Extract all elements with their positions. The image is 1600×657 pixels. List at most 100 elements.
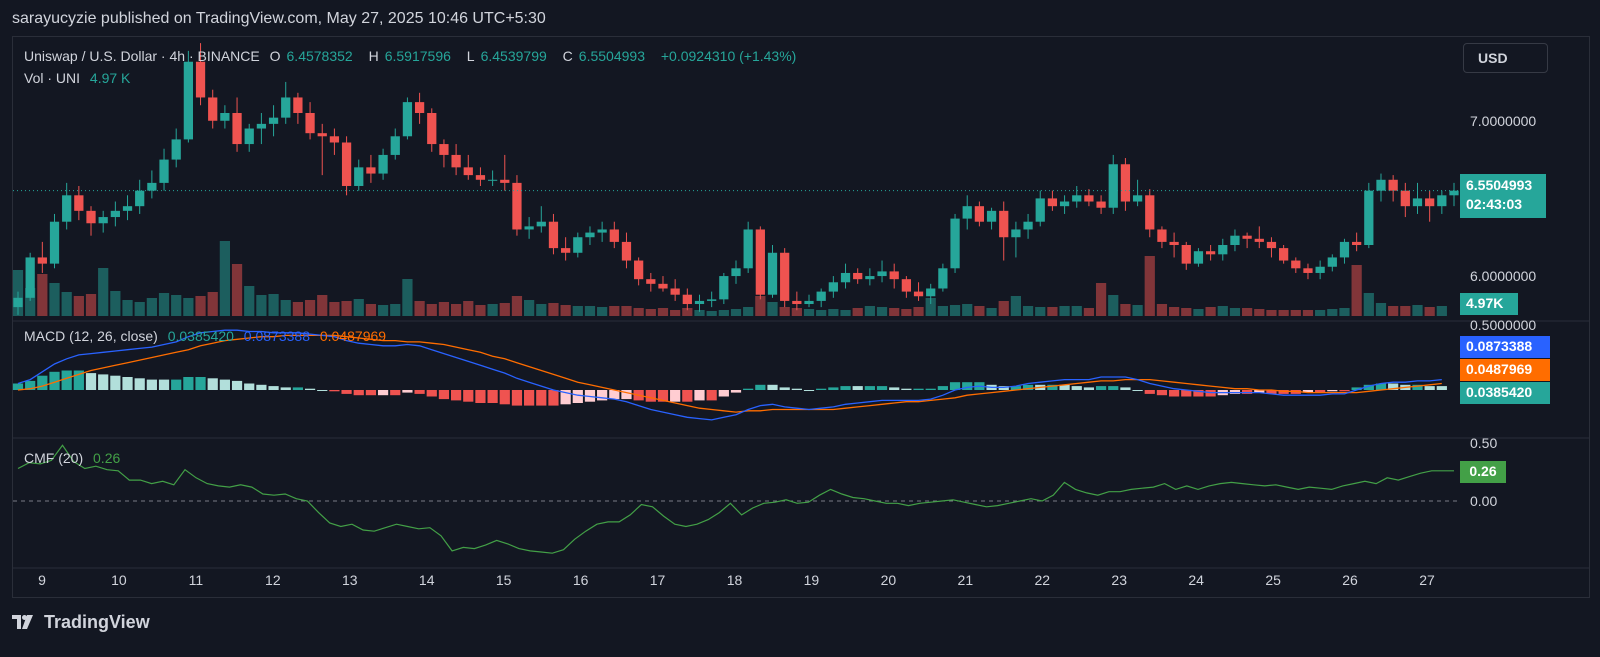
- volume-bar: [1059, 306, 1070, 316]
- candle-body: [828, 282, 838, 292]
- volume-bar: [511, 296, 523, 316]
- macd-hist-bar: [1315, 390, 1326, 393]
- volume-bar: [901, 309, 912, 316]
- volume-bar: [122, 300, 133, 316]
- chart-frame[interactable]: [12, 36, 1590, 598]
- volume-bar: [1436, 306, 1447, 316]
- volume-bar: [913, 307, 924, 316]
- volume-bar: [584, 306, 596, 316]
- volume-badge: 4.97K: [1460, 293, 1518, 315]
- volume-bar: [1193, 309, 1204, 316]
- volume-bar: [268, 294, 279, 316]
- volume-bar: [1144, 256, 1155, 316]
- candle-body: [682, 294, 692, 305]
- volume-bar: [998, 301, 1009, 316]
- candle-body: [463, 167, 473, 176]
- volume-bar: [341, 301, 352, 316]
- candle-body: [500, 179, 510, 183]
- candle-body: [1218, 245, 1228, 255]
- macd-hist-bar: [1059, 384, 1070, 390]
- candle-body: [1412, 198, 1423, 207]
- macd-hist-bar: [840, 386, 851, 390]
- candle-body: [256, 123, 267, 129]
- volume-bar: [876, 307, 888, 316]
- macd-hist-bar: [718, 390, 729, 397]
- volume-bar: [487, 304, 498, 316]
- candle-body: [1425, 198, 1435, 207]
- macd-hist-bar: [134, 378, 145, 390]
- symbol-title[interactable]: Uniswap / U.S. Dollar · 4h · BINANCE: [24, 48, 260, 64]
- macd-hist-bar: [402, 390, 413, 393]
- macd-hist-bar: [61, 370, 72, 390]
- candle-body: [122, 206, 133, 211]
- volume-bar: [171, 295, 182, 316]
- candle-body: [853, 272, 863, 280]
- macd-hist-bar: [1302, 390, 1314, 393]
- volume-bar: [1242, 308, 1253, 316]
- volume-bar: [755, 296, 766, 316]
- macd-hist-bar: [1436, 386, 1447, 390]
- volume-bar: [962, 304, 973, 316]
- macd-hist-bar: [12, 383, 24, 390]
- macd-label[interactable]: MACD (12, 26, close): [24, 328, 158, 344]
- countdown-text: 02:43:03: [1466, 196, 1523, 212]
- macd-hist-bar: [158, 379, 170, 390]
- candle-body: [1023, 221, 1033, 230]
- candle-body: [707, 299, 717, 301]
- candle-body: [999, 210, 1009, 238]
- volume-bar: [925, 298, 936, 316]
- candle-body: [268, 117, 279, 124]
- volume-bar: [767, 302, 778, 316]
- volume-bar: [1315, 310, 1326, 316]
- time-tick-label: 26: [1342, 572, 1358, 588]
- macd-hist-bar: [597, 390, 608, 401]
- macd-hist-bar: [353, 390, 364, 396]
- candle-body: [390, 136, 400, 155]
- candle-body: [1157, 229, 1167, 242]
- volume-bar: [889, 308, 900, 316]
- macd-hist-bar: [1168, 390, 1180, 397]
- volume-bar: [195, 296, 206, 316]
- candle-body: [694, 300, 705, 305]
- volume-bar: [317, 295, 328, 316]
- volume-bar: [1412, 305, 1423, 316]
- volume-bar: [183, 298, 194, 316]
- macd-hist-bar: [572, 390, 583, 403]
- macd-hist-bar: [122, 377, 133, 390]
- macd-hist-bar: [536, 390, 547, 406]
- macd-hist-bar: [256, 384, 267, 390]
- volume-bar: [1363, 293, 1374, 316]
- volume-bar: [937, 306, 948, 316]
- candle-body: [1084, 195, 1094, 202]
- macd-hist-bar: [1388, 383, 1399, 390]
- macd-hist-bar: [962, 382, 973, 390]
- macd-hist-bar: [852, 386, 863, 390]
- volume-bar: [377, 305, 389, 316]
- candle-body: [62, 195, 72, 222]
- candle-body: [646, 279, 656, 284]
- volume-bar: [1022, 306, 1034, 316]
- candle-body: [1059, 201, 1070, 207]
- candle-body: [621, 241, 632, 261]
- volume-label[interactable]: Vol · UNI: [24, 70, 81, 86]
- volume-bar: [256, 295, 267, 316]
- candle-body: [305, 112, 315, 134]
- volume-bar: [390, 304, 401, 316]
- macd-signal-line: [17, 334, 1442, 413]
- volume-bar: [1047, 307, 1058, 316]
- candle-body: [208, 97, 218, 121]
- volume-bar: [134, 302, 145, 316]
- cmf-tick-label: 0.50: [1470, 435, 1497, 451]
- volume-bar: [1327, 309, 1338, 316]
- volume-bar: [730, 309, 742, 316]
- time-tick-label: 25: [1265, 572, 1281, 588]
- macd-line-badge: 0.0873388: [1460, 336, 1550, 358]
- currency-button[interactable]: USD: [1463, 43, 1548, 73]
- candle-body: [1047, 198, 1058, 207]
- volume-bar: [1302, 310, 1314, 316]
- volume-bar: [450, 304, 462, 316]
- cmf-value: 0.26: [93, 450, 121, 466]
- volume-bar: [438, 302, 450, 316]
- cmf-label[interactable]: CMF (20): [24, 450, 84, 466]
